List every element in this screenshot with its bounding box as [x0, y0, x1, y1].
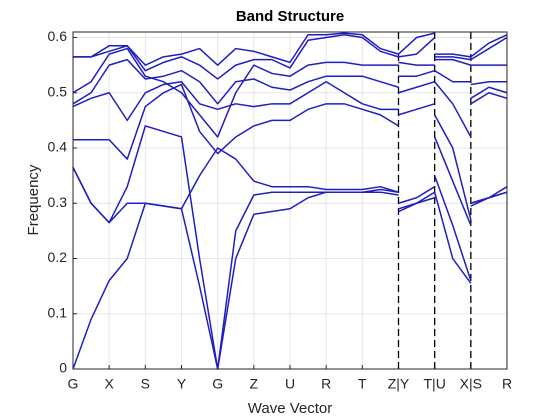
x-tick-label: R: [321, 376, 331, 392]
y-tick-label: 0.1: [48, 304, 68, 320]
y-tick-label: 0.4: [48, 139, 68, 155]
y-tick-label: 0.5: [48, 83, 68, 99]
x-tick-label: T: [358, 376, 367, 392]
plot-frame: [72, 31, 508, 370]
band-line: [72, 58, 507, 105]
band-line: [72, 136, 508, 226]
x-tick-label: U: [285, 376, 295, 392]
y-tick-label: 0.2: [48, 249, 68, 265]
x-tick-label: R: [502, 376, 512, 392]
band-line: [72, 125, 508, 370]
x-tick-label: G: [212, 376, 223, 392]
y-tick-label: 0.6: [48, 28, 68, 44]
x-tick-label: X|S: [460, 376, 482, 392]
x-tick-label: G: [68, 376, 79, 392]
x-tick-label: X: [104, 376, 114, 392]
chart-title: Band Structure: [236, 8, 344, 25]
band-line: [73, 83, 508, 221]
y-tick-label: 0.3: [48, 194, 68, 210]
x-axis-label: Wave Vector: [248, 400, 332, 417]
x-tick-label: T|U: [424, 376, 446, 392]
y-tick-label: 0: [59, 360, 67, 376]
x-tick-label: S: [141, 376, 150, 392]
band-line: [72, 80, 508, 138]
band-line: [73, 34, 508, 80]
x-tick-label: Z: [250, 376, 259, 392]
band-line: [72, 47, 507, 138]
band-line: [73, 32, 508, 66]
x-tick-label: Y: [177, 376, 187, 392]
y-axis-label: Frequency: [25, 164, 42, 235]
x-tick-label: Z|Y: [388, 376, 410, 392]
